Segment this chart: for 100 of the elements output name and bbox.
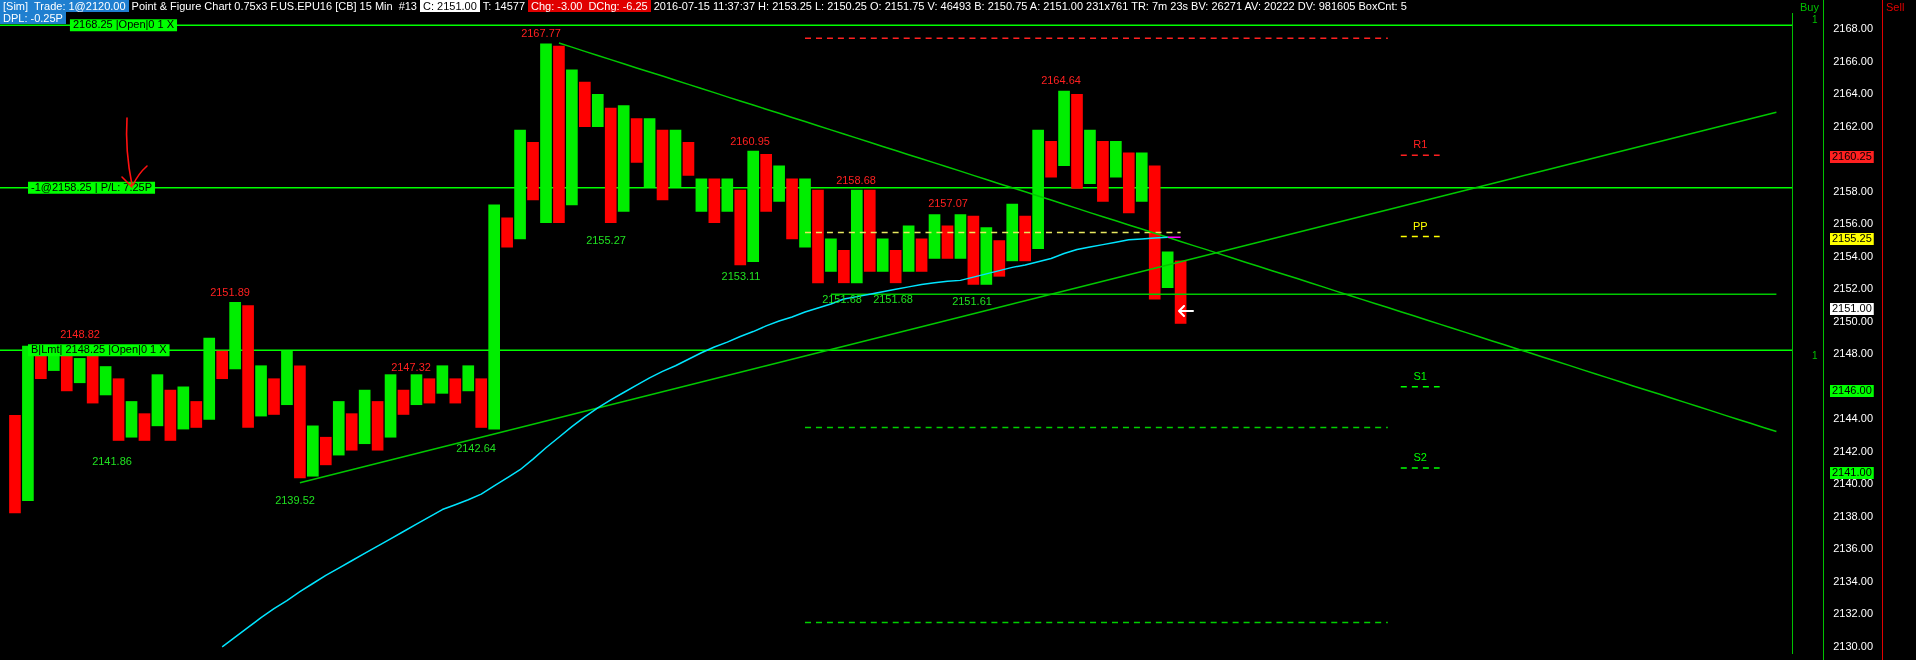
annotation: 2151.68 bbox=[873, 293, 913, 306]
y-tick-label: 2150.00 bbox=[1833, 314, 1873, 327]
bar bbox=[177, 386, 190, 430]
bar bbox=[1032, 129, 1044, 250]
annotation: 2164.64 bbox=[1041, 74, 1081, 87]
bar bbox=[462, 365, 475, 392]
bar bbox=[591, 93, 604, 128]
bar bbox=[1148, 165, 1161, 300]
bar bbox=[1084, 129, 1096, 184]
bar bbox=[993, 240, 1006, 277]
series-label: R1 bbox=[1413, 138, 1428, 151]
bar bbox=[786, 178, 798, 240]
annotation: 2160.95 bbox=[730, 135, 770, 148]
bar bbox=[579, 81, 591, 128]
annotation: 2167.77 bbox=[521, 27, 561, 40]
bar bbox=[760, 154, 772, 212]
ref-line-label: -1@2158.25 | P/L: 7.25P bbox=[31, 180, 153, 193]
bar bbox=[734, 189, 747, 266]
bar bbox=[643, 118, 656, 188]
annotation: 2158.68 bbox=[836, 174, 876, 187]
y-tick-label: 2164.00 bbox=[1833, 87, 1873, 100]
bar bbox=[695, 178, 708, 212]
y-tick-label: 2134.00 bbox=[1833, 574, 1873, 587]
bar bbox=[799, 178, 811, 248]
bar bbox=[22, 345, 34, 501]
bar bbox=[345, 413, 358, 451]
text: 2016-07-15 11:37:37 H: 2153.25 L: 2150.25 O: 2151.75 V: 46493 B: 2150.75 A: 2151.00 231x761 TR: 7m 23s BV: 26271 AV: 20222 DV: 981605 BoxCnt: 5 bbox=[652, 0, 1408, 12]
ref-line-label: B|Lmt| 2148.25 |Open|0 1 X bbox=[31, 343, 168, 356]
bar bbox=[138, 413, 151, 441]
bar bbox=[60, 354, 73, 392]
bar bbox=[876, 238, 889, 272]
bar bbox=[410, 374, 423, 406]
bar bbox=[708, 178, 721, 223]
bar bbox=[164, 389, 177, 441]
bar bbox=[475, 378, 488, 428]
series-label: PP bbox=[1412, 219, 1428, 232]
ref-line-label: 2168.25 |Open|0 1 X bbox=[72, 18, 175, 31]
bar bbox=[423, 378, 436, 404]
bar bbox=[255, 365, 267, 417]
bar bbox=[1019, 215, 1032, 262]
bar bbox=[281, 350, 293, 406]
bar bbox=[773, 165, 785, 202]
bar bbox=[669, 129, 682, 188]
bar bbox=[902, 225, 915, 272]
text: C: 2151.00 bbox=[419, 0, 480, 12]
bar bbox=[216, 350, 229, 380]
y-tick-label: 2148.00 bbox=[1833, 347, 1873, 360]
y-tick-label: 2168.00 bbox=[1833, 22, 1873, 35]
bar bbox=[630, 118, 643, 163]
bar bbox=[488, 204, 500, 430]
bar bbox=[941, 225, 954, 259]
bar bbox=[397, 389, 410, 415]
bar bbox=[268, 378, 280, 415]
bar bbox=[838, 249, 850, 284]
bar bbox=[928, 214, 941, 259]
bar bbox=[203, 337, 216, 420]
bar bbox=[229, 301, 241, 370]
bar bbox=[449, 378, 462, 404]
bar bbox=[501, 217, 513, 248]
annotation: 2139.52 bbox=[275, 494, 315, 507]
bar bbox=[825, 238, 837, 272]
text: Chg: -3.00 bbox=[528, 0, 586, 12]
bar bbox=[319, 436, 332, 466]
y-tick-label: 2144.00 bbox=[1833, 412, 1873, 425]
bar bbox=[527, 141, 539, 201]
annotation: 2141.86 bbox=[92, 455, 132, 468]
bar bbox=[151, 374, 164, 427]
text: Sell bbox=[1886, 1, 1905, 13]
bar bbox=[1006, 203, 1019, 262]
bar bbox=[436, 365, 449, 394]
bar bbox=[656, 129, 669, 201]
bar bbox=[73, 358, 86, 384]
annotation: 2155.27 bbox=[586, 234, 626, 247]
bar bbox=[242, 305, 254, 428]
bar bbox=[35, 354, 47, 380]
bar bbox=[1071, 93, 1083, 189]
series-label: S1 bbox=[1413, 369, 1427, 382]
annotation: 2148.82 bbox=[60, 328, 100, 341]
y-tick-label: 2138.00 bbox=[1833, 509, 1873, 522]
y-tick-label: 2166.00 bbox=[1833, 54, 1873, 67]
bar bbox=[358, 389, 371, 445]
bar bbox=[850, 189, 863, 284]
y-tick-label: 2142.00 bbox=[1833, 444, 1873, 457]
text: [Sim] bbox=[0, 0, 32, 12]
bar bbox=[112, 378, 125, 441]
bar bbox=[190, 401, 203, 428]
bar bbox=[1097, 141, 1109, 202]
bar bbox=[967, 215, 980, 285]
bar bbox=[915, 238, 928, 272]
text: T: 14577 bbox=[481, 0, 526, 12]
y-tick-label: 2132.00 bbox=[1833, 607, 1873, 620]
annotation: 2151.61 bbox=[952, 295, 992, 308]
text: 1 bbox=[1812, 14, 1818, 26]
bar bbox=[99, 366, 112, 396]
bar bbox=[294, 365, 306, 479]
text: Buy bbox=[1800, 1, 1819, 13]
series-label: S2 bbox=[1413, 451, 1427, 464]
y-tick-label: 2158.00 bbox=[1833, 184, 1873, 197]
bar bbox=[812, 189, 824, 284]
bar bbox=[721, 178, 734, 212]
